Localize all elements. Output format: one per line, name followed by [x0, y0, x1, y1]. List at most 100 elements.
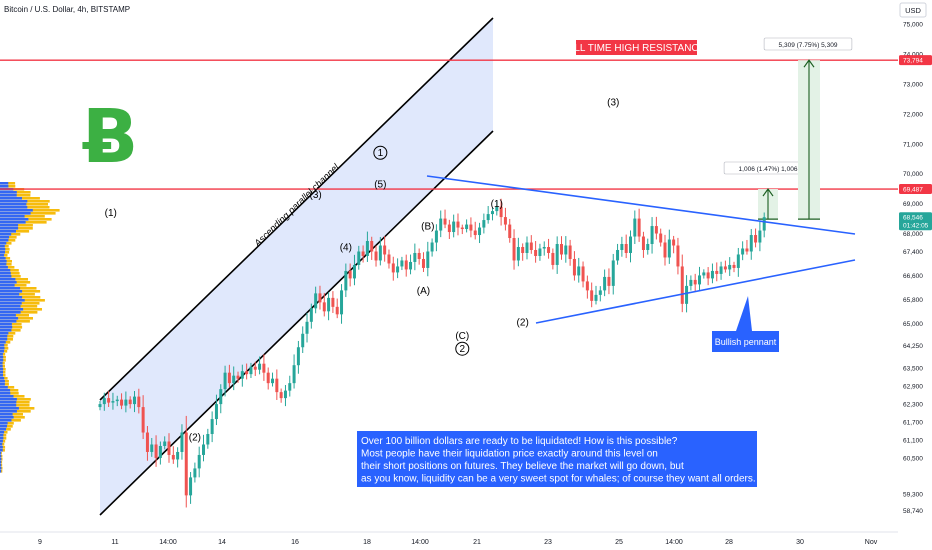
candle-body [184, 432, 188, 496]
volume-bar [0, 353, 3, 356]
pennant-label-box[interactable]: Bullish pennant [712, 296, 779, 352]
volume-bar [0, 422, 8, 425]
volume-bar [0, 410, 17, 413]
candle-body [258, 363, 262, 370]
volume-bar [0, 434, 4, 437]
candle-body [572, 258, 576, 276]
volume-bar [0, 248, 6, 251]
volume-bar [0, 218, 29, 221]
price-tick-label: 67,400 [903, 249, 923, 256]
volume-bar [0, 245, 5, 248]
price-label-value: 69,487 [903, 187, 923, 194]
candle-body [115, 399, 119, 402]
candle-body [478, 227, 482, 236]
note-background [357, 431, 757, 487]
volume-bar [0, 257, 6, 260]
measure-label-box [763, 37, 853, 51]
candle-body [279, 392, 283, 399]
volume-bar [0, 185, 9, 188]
candle-body [512, 238, 516, 261]
note-box[interactable]: Over 100 billion dollars are ready to be… [357, 431, 757, 487]
chart-title: Bitcoin / U.S. Dollar, 4h, BITSTAMP [4, 5, 130, 14]
candle-body [348, 270, 352, 279]
currency-box[interactable]: USD [899, 2, 927, 18]
volume-bar [0, 320, 17, 323]
time-tick-label: 28 [725, 539, 733, 546]
time-tick-label: 21 [473, 539, 481, 546]
candle-body [538, 248, 542, 256]
volume-bar [0, 404, 17, 407]
volume-bar [0, 440, 3, 443]
volume-bar [0, 242, 7, 245]
volume-bar [0, 326, 13, 329]
resistance-lines [0, 59, 898, 190]
pennant-upper-line[interactable] [426, 175, 856, 235]
candle-body [525, 242, 529, 253]
volume-bar [0, 272, 11, 275]
candle-body [357, 251, 361, 265]
candle-body [301, 333, 305, 348]
candle-body [607, 276, 611, 286]
candle-body [240, 371, 244, 379]
candle-body [616, 249, 620, 261]
candle-body [452, 221, 456, 233]
wave-label: (3) [607, 97, 619, 108]
candle-body [698, 275, 702, 285]
price-axis[interactable]: 58,740 59,300 60,500 61,100 61,700 62,300 62,9… [898, 0, 932, 550]
volume-bar [0, 209, 33, 212]
candle-body [331, 297, 335, 307]
candle-body [340, 290, 344, 315]
volume-bar [0, 191, 17, 194]
candle-body [547, 247, 551, 253]
volume-bar [0, 437, 4, 440]
candle-body [715, 270, 719, 274]
pennant-lower-line[interactable] [535, 259, 856, 324]
candle-body [124, 399, 128, 406]
candle-body [383, 245, 387, 255]
volume-bar [0, 347, 5, 350]
volume-bar [0, 341, 6, 344]
candle-body [559, 244, 563, 255]
candle-body [460, 227, 464, 230]
candle-body [210, 419, 214, 435]
candle-body [163, 441, 167, 446]
candle-body [594, 294, 598, 301]
candle-body [249, 366, 253, 375]
candle-body [283, 390, 287, 399]
candle-body [710, 270, 714, 279]
volume-bar [0, 251, 5, 254]
volume-bar [0, 449, 3, 452]
candle-body [577, 266, 581, 276]
resistance-label-box[interactable]: ALL TIME HIGH RESISTANCE [568, 40, 706, 55]
measure-tools: 1,006 (1.47%) 1,006 5,309 (7.75%) 5,309 [723, 37, 853, 220]
candle-body [667, 239, 671, 258]
measure-arrow-head [762, 188, 774, 197]
price-tick-label: 65,800 [903, 297, 923, 304]
resistance-label: ALL TIME HIGH RESISTANCE [568, 43, 706, 54]
time-tick-label: 14 [218, 539, 226, 546]
volume-bar [0, 197, 22, 200]
candle-body [439, 218, 443, 231]
volume-bar [0, 380, 5, 383]
volume-bar [0, 302, 22, 305]
candle-body [409, 261, 413, 270]
candle-body [400, 260, 404, 267]
candle-body [176, 451, 180, 460]
candle-body [98, 404, 102, 408]
candle-body [236, 375, 240, 379]
volume-bar [0, 230, 16, 233]
candle-body [628, 236, 632, 253]
price-label-tag [899, 212, 932, 231]
candle-body [111, 401, 115, 403]
volume-bar [0, 452, 2, 455]
candle-body [736, 254, 740, 268]
channel-lower-line[interactable] [99, 130, 494, 516]
candle-body [421, 258, 425, 268]
price-label-tag [899, 184, 932, 195]
channel-upper-line[interactable] [99, 17, 494, 401]
price-tick-label: 65,000 [903, 321, 923, 328]
time-axis[interactable]: 9 11 14:00 14 16 18 14:00 21 23 25 14:00 28 30 Nov [0, 531, 898, 546]
candlestick-series [98, 198, 766, 508]
volume-bar [0, 365, 3, 368]
